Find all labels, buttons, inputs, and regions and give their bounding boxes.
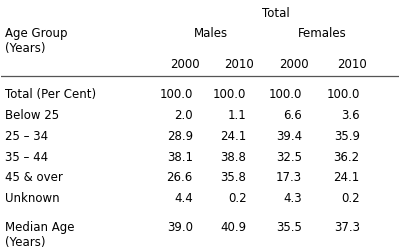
Text: 100.0: 100.0 — [160, 88, 193, 101]
Text: 1.1: 1.1 — [228, 109, 246, 122]
Text: 100.0: 100.0 — [269, 88, 302, 101]
Text: 2010: 2010 — [224, 58, 254, 71]
Text: Males: Males — [194, 27, 228, 40]
Text: 6.6: 6.6 — [283, 109, 302, 122]
Text: 28.9: 28.9 — [167, 130, 193, 143]
Text: 100.0: 100.0 — [326, 88, 360, 101]
Text: 4.3: 4.3 — [284, 192, 302, 205]
Text: 35.8: 35.8 — [221, 172, 246, 184]
Text: 25 – 34: 25 – 34 — [5, 130, 48, 143]
Text: 2000: 2000 — [170, 58, 200, 71]
Text: 24.1: 24.1 — [220, 130, 246, 143]
Text: 100.0: 100.0 — [213, 88, 246, 101]
Text: 4.4: 4.4 — [174, 192, 193, 205]
Text: 38.8: 38.8 — [221, 150, 246, 164]
Text: 26.6: 26.6 — [166, 172, 193, 184]
Text: Total (Per Cent): Total (Per Cent) — [5, 88, 96, 101]
Text: Below 25: Below 25 — [5, 109, 60, 122]
Text: 17.3: 17.3 — [276, 172, 302, 184]
Text: Age Group
(Years): Age Group (Years) — [5, 27, 68, 55]
Text: Unknown: Unknown — [5, 192, 60, 205]
Text: 35 – 44: 35 – 44 — [5, 150, 48, 164]
Text: 39.4: 39.4 — [276, 130, 302, 143]
Text: 36.2: 36.2 — [334, 150, 360, 164]
Text: 35.5: 35.5 — [276, 221, 302, 234]
Text: 2010: 2010 — [337, 58, 367, 71]
Text: 0.2: 0.2 — [228, 192, 246, 205]
Text: 2000: 2000 — [279, 58, 309, 71]
Text: 37.3: 37.3 — [334, 221, 360, 234]
Text: 38.1: 38.1 — [167, 150, 193, 164]
Text: 24.1: 24.1 — [334, 172, 360, 184]
Text: Females: Females — [298, 27, 346, 40]
Text: 32.5: 32.5 — [276, 150, 302, 164]
Text: 3.6: 3.6 — [341, 109, 360, 122]
Text: 2.0: 2.0 — [174, 109, 193, 122]
Text: 45 & over: 45 & over — [5, 172, 63, 184]
Text: 0.2: 0.2 — [341, 192, 360, 205]
Text: 39.0: 39.0 — [167, 221, 193, 234]
Text: Median Age
(Years): Median Age (Years) — [5, 221, 75, 249]
Text: Total: Total — [262, 7, 289, 20]
Text: 40.9: 40.9 — [220, 221, 246, 234]
Text: 35.9: 35.9 — [334, 130, 360, 143]
